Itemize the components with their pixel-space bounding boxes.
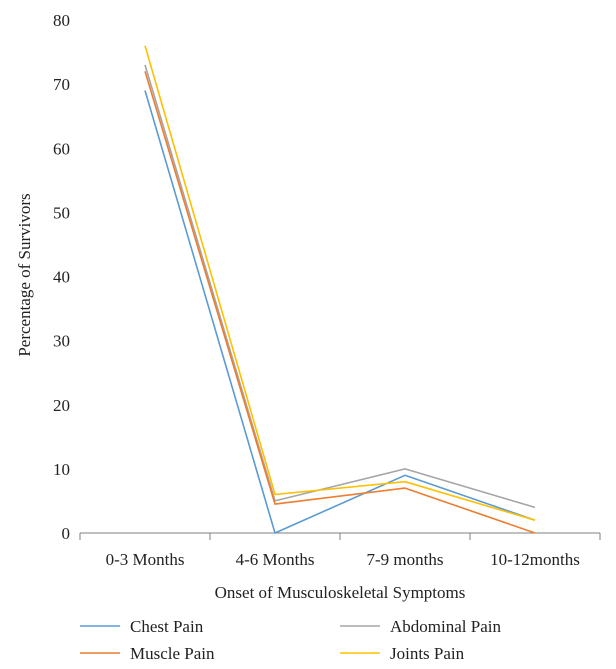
y-tick-label: 0: [62, 524, 71, 543]
legend-label: Muscle Pain: [130, 644, 215, 663]
x-axis: 0-3 Months 4-6 Months 7-9 months 10-12month…: [79, 532, 601, 569]
y-tick-label: 40: [53, 268, 70, 287]
legend-label: Abdominal Pain: [390, 617, 501, 636]
y-axis-ticks: 0 10 20 30 40 50 60 70 80: [53, 11, 70, 543]
y-tick-label: 50: [53, 203, 70, 222]
x-axis-title: Onset of Musculoskeletal Symptoms: [215, 583, 466, 602]
x-tick-label: 10-12months: [490, 550, 580, 569]
x-tick-label: 0-3 Months: [106, 550, 185, 569]
legend-label: Joints Pain: [390, 644, 465, 663]
legend-item: Chest Pain: [80, 617, 204, 636]
legend: Chest Pain Abdominal Pain Muscle Pain Joint…: [80, 617, 501, 663]
y-tick-label: 10: [53, 460, 70, 479]
y-tick-label: 80: [53, 11, 70, 30]
series-line-abdominal-pain: [144, 64, 536, 509]
x-tick-label: 4-6 Months: [236, 550, 315, 569]
series-line-muscle-pain: [144, 71, 536, 534]
y-tick-label: 70: [53, 75, 70, 94]
series-lines: [144, 45, 536, 534]
y-tick-label: 30: [53, 332, 70, 351]
legend-label: Chest Pain: [130, 617, 204, 636]
y-tick-label: 60: [53, 139, 70, 158]
x-tick-label: 7-9 months: [367, 550, 444, 569]
y-axis-title: Percentage of Survivors: [15, 193, 34, 356]
series-line-chest-pain: [144, 90, 536, 534]
legend-item: Joints Pain: [340, 644, 465, 663]
legend-item: Abdominal Pain: [340, 617, 501, 636]
legend-item: Muscle Pain: [80, 644, 215, 663]
series-line-joints-pain: [144, 45, 536, 521]
y-tick-label: 20: [53, 396, 70, 415]
